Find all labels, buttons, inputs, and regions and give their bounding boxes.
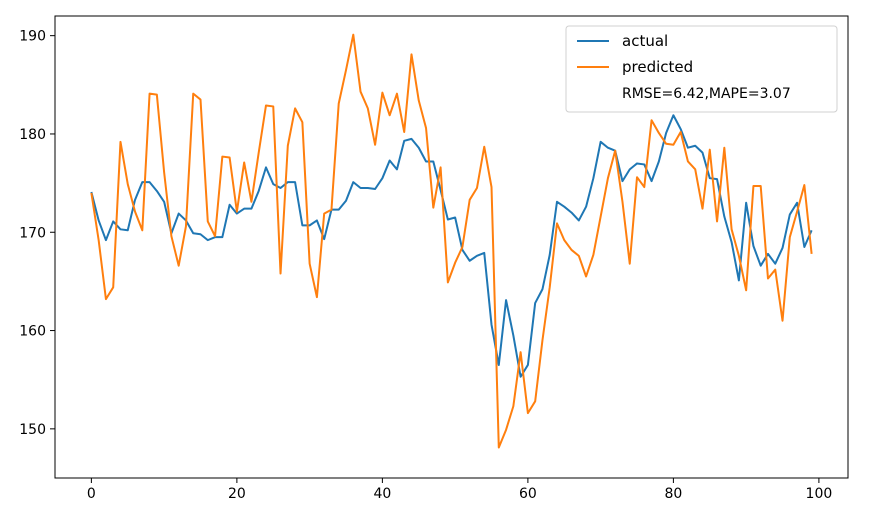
x-tick-label-60: 60	[519, 486, 537, 502]
legend-box	[565, 25, 838, 113]
y-tick-label-160: 160	[19, 324, 46, 340]
y-tick-label-150: 150	[19, 422, 46, 438]
y-axis: 150 160 170 180 190	[19, 29, 55, 438]
legend-label-actual: actual	[622, 32, 668, 50]
series-layer	[90, 33, 813, 449]
y-tick-label-180: 180	[19, 127, 46, 143]
x-tick-label-80: 80	[664, 486, 682, 502]
plot-frame	[54, 15, 849, 479]
x-tick-label-100: 100	[806, 486, 833, 502]
legend-metrics-note: RMSE=6.42,MAPE=3.07	[622, 86, 791, 102]
series-line-predicted	[90, 33, 813, 449]
series-line-actual	[90, 114, 813, 378]
x-tick-label-0: 0	[87, 486, 96, 502]
x-tick-label-20: 20	[228, 486, 246, 502]
y-tick-label-170: 170	[19, 225, 46, 241]
x-axis: 0 20 40 60 80 100	[87, 478, 832, 502]
y-tick-label-190: 190	[19, 29, 46, 45]
legend-label-predicted: predicted	[622, 58, 693, 76]
x-tick-label-40: 40	[373, 486, 391, 502]
legend: actual predicted RMSE=6.42,MAPE=3.07	[565, 25, 838, 113]
